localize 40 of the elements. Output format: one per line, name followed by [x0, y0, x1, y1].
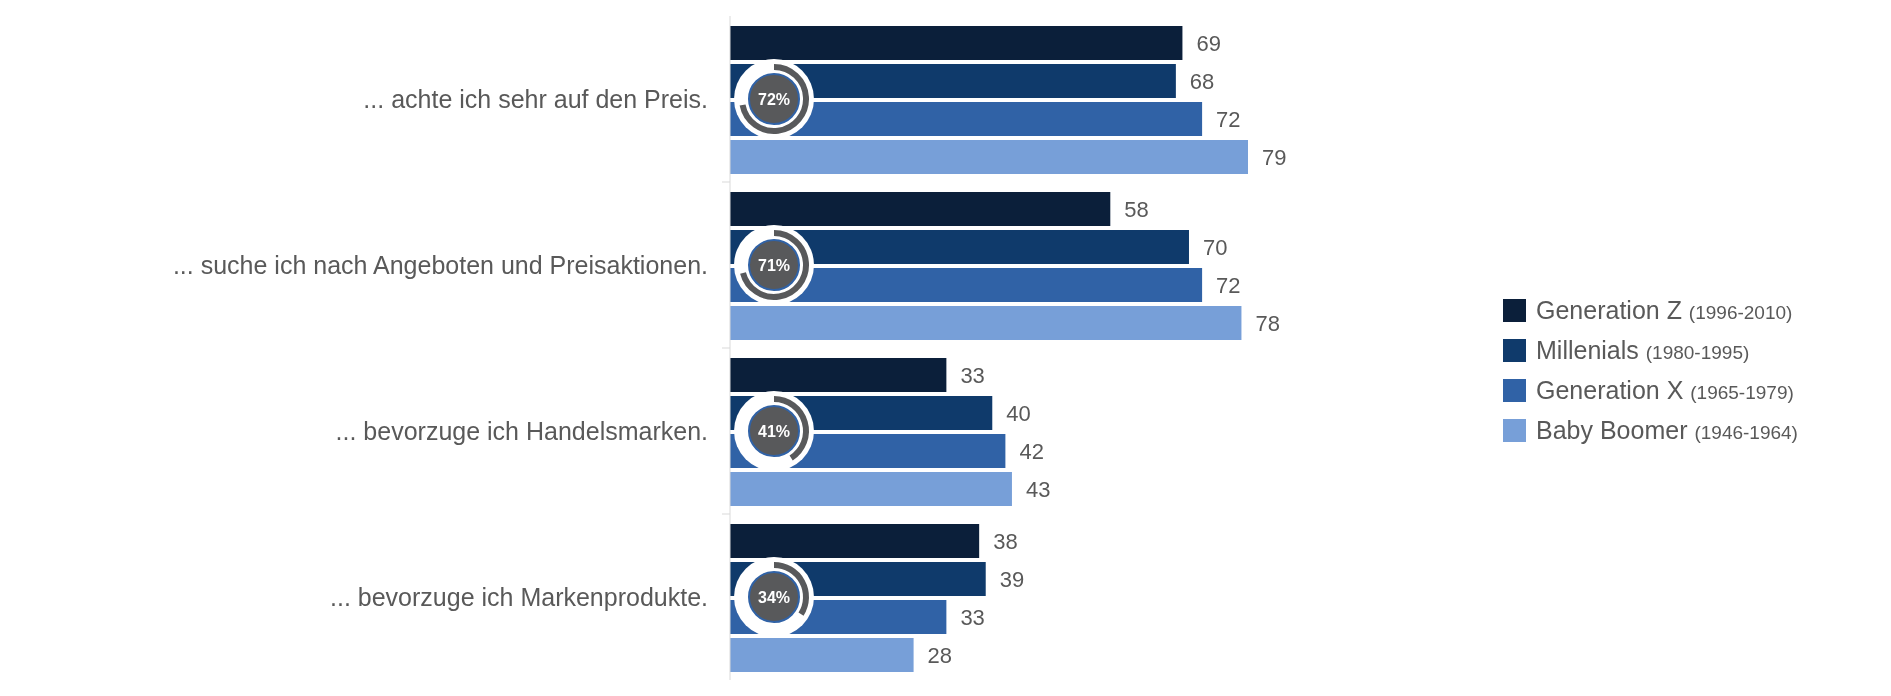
annotation: 34%: [757, 588, 791, 606]
data-label: 58: [1124, 196, 1149, 222]
data-label: 40: [1006, 400, 1031, 426]
ring-badge: 72%: [734, 59, 814, 139]
data-label: 68: [1189, 68, 1215, 94]
bar: [730, 140, 1248, 174]
ring-badge: 71%: [734, 225, 814, 305]
data-label: 79: [1262, 144, 1287, 170]
bar: [730, 358, 947, 392]
y-tick-label: ... bevorzuge ich Markenprodukte.: [330, 582, 708, 611]
annotation: 72%: [757, 90, 791, 108]
annotation: 41%: [757, 422, 791, 440]
data-label: 72: [1216, 272, 1241, 298]
data-label: 42: [1019, 438, 1044, 464]
legend-label: Generation Z (1996-2010): [1536, 295, 1793, 325]
legend-label: Baby Boomer (1946-1964): [1536, 415, 1798, 445]
y-tick-label: ... bevorzuge ich Handelsmarken.: [335, 416, 708, 445]
legend-label: Generation X (1965-1979): [1536, 375, 1794, 405]
ring-badge: 41%: [734, 391, 814, 471]
data-label: 39: [999, 566, 1025, 592]
data-label: 38: [993, 528, 1018, 554]
bar: [730, 306, 1242, 340]
bar: [730, 524, 980, 558]
data-label: 28: [927, 642, 953, 668]
bar: [730, 472, 1012, 506]
bar: [730, 638, 914, 672]
data-label: 69: [1196, 30, 1221, 56]
data-label: 72: [1216, 106, 1241, 132]
annotation: 71%: [757, 256, 791, 274]
bar: [730, 26, 1183, 60]
data-label: 33: [960, 604, 985, 630]
y-tick-label: ... achte ich sehr auf den Preis.: [363, 84, 708, 113]
ring-badge: 34%: [734, 557, 814, 637]
data-label: 70: [1202, 234, 1228, 260]
y-tick-label: ... suche ich nach Angeboten und Preisaktionen.: [172, 250, 708, 279]
data-label: 33: [960, 362, 985, 388]
bar: [730, 192, 1111, 226]
data-label: 43: [1025, 476, 1051, 502]
legend-label: Millenials (1980-1995): [1536, 335, 1750, 365]
data-label: 78: [1255, 310, 1280, 336]
